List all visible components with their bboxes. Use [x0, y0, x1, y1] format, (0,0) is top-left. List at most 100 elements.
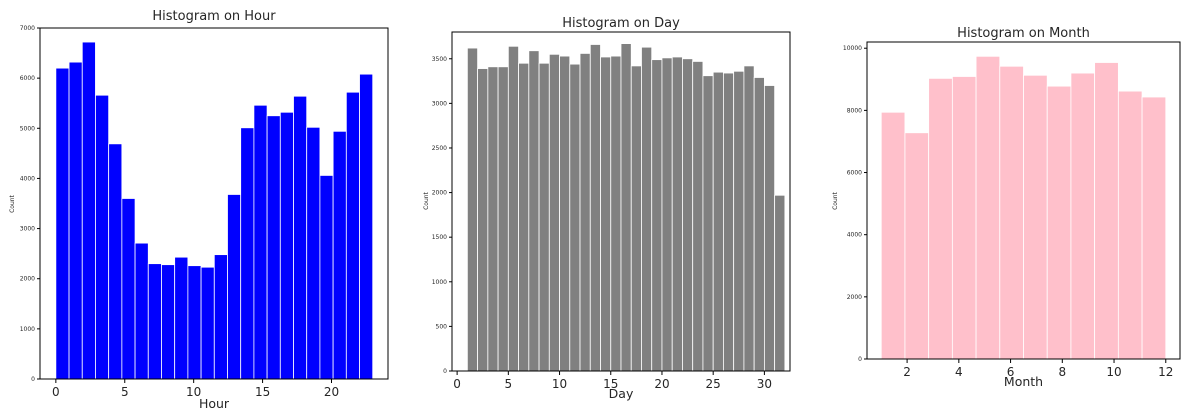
hour-bar	[213, 254, 228, 380]
day-y-tick-label: 3000	[432, 100, 447, 107]
month-plot-frame	[866, 41, 1181, 360]
hour-bar	[319, 175, 334, 380]
day-bar	[763, 85, 776, 372]
month-bar	[1023, 74, 1048, 360]
hour-y-axis-label: Count	[9, 194, 16, 212]
day-x-tick-label: 0	[453, 377, 461, 391]
hour-y-tick-label: 6000	[20, 75, 35, 82]
month-x-tick-label: 6	[1007, 365, 1015, 379]
hour-y-tick-label: 1000	[20, 326, 35, 333]
month-y-axis-label: Count	[832, 191, 839, 209]
month-bar	[1070, 72, 1096, 360]
hour-y-tick-label: 4000	[20, 175, 35, 182]
month-x-tick-label: 10	[1106, 365, 1121, 379]
histogram-day-chart: 0 5 10 15 20 25 30 0 500 1000 1500 2000 2500 3000 3500…	[423, 16, 791, 401]
month-bar	[975, 55, 1001, 360]
hour-y-tick-label: 3000	[20, 226, 35, 233]
month-y-tick-label: 10000	[843, 45, 862, 52]
hour-bar	[68, 61, 83, 380]
hour-bar	[174, 256, 189, 380]
day-bar	[723, 72, 735, 372]
hour-bar	[359, 73, 374, 380]
hour-bar	[187, 265, 202, 380]
day-x-tick-label: 10	[552, 377, 567, 391]
hour-bar	[108, 143, 123, 380]
hour-x-tick-label: 20	[324, 385, 339, 399]
day-y-tick-label: 0	[443, 368, 447, 375]
month-x-axis-label: Month	[1004, 374, 1043, 389]
hour-chart-title: Histogram on Hour	[152, 9, 276, 24]
month-y-tick-label: 4000	[847, 232, 862, 239]
hour-bar	[306, 126, 321, 380]
histogram-month-chart: 2 4 6 8 10 12 0 2000 4000 6000 8000 10000 Histogram …	[832, 26, 1181, 389]
day-bar	[589, 44, 601, 372]
day-y-tick-label: 3500	[432, 56, 447, 63]
hour-bar	[266, 115, 281, 380]
month-bar	[1046, 85, 1072, 360]
hour-bar	[227, 194, 242, 380]
month-bar	[1117, 90, 1143, 360]
day-bar	[507, 45, 519, 372]
month-y-tick-label: 2000	[847, 294, 862, 301]
day-bar	[682, 58, 694, 372]
day-x-tick-label: 5	[505, 377, 513, 391]
day-bar	[569, 63, 581, 372]
hour-y-tick-label: 2000	[20, 276, 35, 283]
day-x-tick-label: 15	[603, 377, 618, 391]
day-bar	[733, 70, 745, 372]
month-x-tick-label: 12	[1158, 365, 1173, 379]
day-bar	[774, 194, 786, 372]
month-bar	[1141, 96, 1167, 360]
month-bar	[999, 65, 1024, 360]
day-y-tick-label: 2500	[432, 145, 447, 152]
day-x-tick-label: 20	[654, 377, 669, 391]
hour-bar	[147, 263, 162, 380]
histogram-hour-chart: 0 5 10 15 20 0 1000 2000 3000 4000 5000 6000 7000 His…	[9, 9, 389, 410]
day-bar	[661, 57, 673, 372]
day-bar	[743, 65, 755, 372]
hour-bar	[200, 266, 215, 380]
day-bar	[466, 47, 479, 372]
hour-x-tick-label: 10	[186, 385, 201, 399]
day-bar	[671, 56, 683, 372]
hour-x-axis-label: Hour	[199, 396, 230, 410]
month-y-tick-label: 8000	[847, 107, 862, 114]
hour-y-tick-label: 5000	[20, 125, 35, 132]
month-y-tick-label: 6000	[847, 170, 862, 177]
day-bar	[712, 71, 724, 372]
hour-plot-frame	[39, 27, 389, 380]
day-bar	[641, 46, 653, 372]
hour-bar	[345, 91, 360, 380]
hour-bar	[293, 95, 308, 380]
day-bar	[559, 55, 571, 372]
day-bar	[610, 55, 622, 372]
day-x-tick-label: 25	[706, 377, 721, 391]
hour-bar	[134, 242, 149, 380]
month-bar	[928, 77, 953, 360]
hour-bar	[121, 198, 136, 380]
hour-x-tick-label: 0	[52, 385, 60, 399]
day-chart-title: Histogram on Day	[562, 16, 680, 31]
day-bar	[487, 66, 499, 372]
day-bar	[620, 43, 632, 372]
hour-y-tick-label: 7000	[20, 25, 35, 32]
month-x-tick-label: 8	[1058, 365, 1066, 379]
day-y-tick-label: 1000	[432, 279, 447, 286]
month-y-tick-label: 0	[858, 356, 862, 363]
hour-bar	[81, 41, 96, 380]
day-plot-frame	[451, 31, 791, 372]
day-bar	[753, 77, 765, 372]
month-x-tick-label: 2	[903, 365, 911, 379]
month-chart-title: Histogram on Month	[957, 26, 1090, 41]
day-bar	[651, 59, 663, 372]
hour-bar	[55, 67, 70, 380]
day-bar	[548, 53, 560, 372]
day-y-tick-label: 1500	[432, 234, 447, 241]
hour-bar	[253, 104, 268, 380]
hour-y-tick-label: 0	[31, 376, 35, 383]
hour-bar	[240, 127, 255, 380]
month-bar	[880, 111, 906, 360]
month-bar	[951, 76, 977, 360]
hour-bar	[332, 130, 347, 380]
day-y-axis-label: Count	[423, 191, 430, 209]
